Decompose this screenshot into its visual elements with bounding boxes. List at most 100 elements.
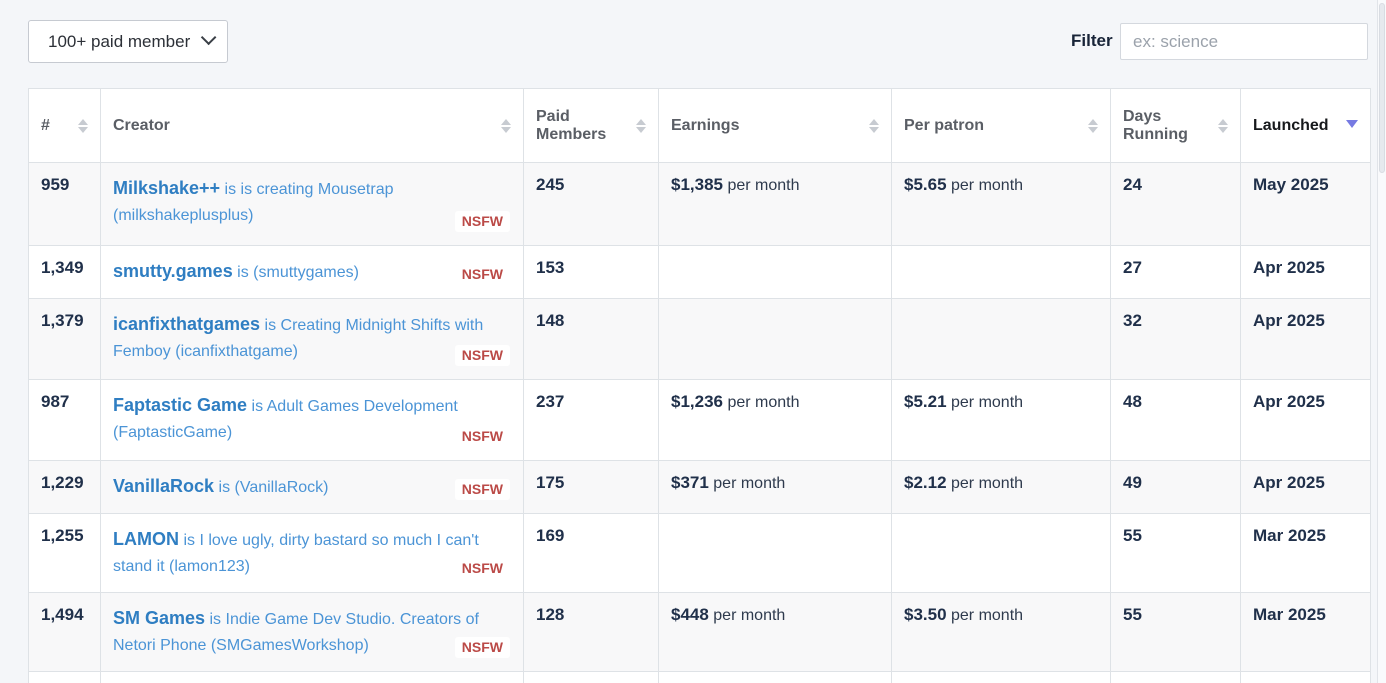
table-row: 959 Milkshake++ is is creating Mousetrap … <box>28 162 1371 246</box>
column-label: Paid Members <box>536 107 607 143</box>
per-patron-cell <box>891 513 1111 593</box>
creator-cell: Milkshake++ is is creating Mousetrap (mi… <box>100 162 524 246</box>
table-header: # Creator Paid Members Earnings Per patron Da… <box>28 88 1371 163</box>
column-label: Per patron <box>904 116 985 134</box>
paid-members-cell: 128 <box>523 592 659 672</box>
vertical-scrollbar[interactable] <box>1377 0 1386 683</box>
launched-cell: Mar 2025 <box>1240 513 1371 593</box>
column-header-rank[interactable]: # <box>28 88 101 163</box>
column-header-creator[interactable]: Creator <box>100 88 524 163</box>
launched-cell: Apr 2025 <box>1240 298 1371 380</box>
column-header-per-patron[interactable]: Per patron <box>891 88 1111 163</box>
table-row: 1,379 icanfixthatgames is Creating Midnig… <box>28 298 1371 380</box>
rank-cell: 1,229 <box>28 460 101 514</box>
per-patron-cell-suffix: per month <box>951 394 1024 411</box>
sort-both-icon <box>1218 118 1228 133</box>
rank-cell: 1,255 <box>28 513 101 593</box>
earnings-cell-amount: $371 <box>671 473 709 492</box>
column-header-paid-members[interactable]: Paid Members <box>523 88 659 163</box>
creator-description: is Adult Games Development (FaptasticGam… <box>113 398 458 441</box>
table-row-partial <box>28 671 1371 683</box>
per-patron-cell <box>891 298 1111 380</box>
creator-link[interactable]: LAMON is I love ugly, dirty bastard so m… <box>113 529 479 575</box>
launched-cell: May 2025 <box>1240 162 1371 246</box>
column-header-days-running[interactable]: Days Running <box>1110 88 1241 163</box>
empty-cell <box>1110 671 1241 683</box>
creator-cell: Faptastic Game is Adult Games Developmen… <box>100 379 524 461</box>
creator-cell: icanfixthatgames is Creating Midnight Sh… <box>100 298 524 380</box>
table-row: 987 Faptastic Game is Adult Games Develop… <box>28 379 1371 461</box>
per-patron-cell: $5.21 per month <box>891 379 1111 461</box>
per-patron-cell-suffix: per month <box>951 177 1024 194</box>
table-row: 1,494 SM Games is Indie Game Dev Studio. … <box>28 592 1371 672</box>
table-row: 1,229 VanillaRock is (VanillaRock) NSFW 175… <box>28 460 1371 514</box>
creator-description: is (smuttygames) <box>237 264 359 281</box>
creators-table: # Creator Paid Members Earnings Per patron Da… <box>28 88 1371 683</box>
per-patron-cell-amount: $2.12 <box>904 473 947 492</box>
sort-both-icon <box>78 118 88 133</box>
creator-link[interactable]: Milkshake++ is is creating Mousetrap (mi… <box>113 178 394 224</box>
creator-link[interactable]: smutty.games is (smuttygames) <box>113 261 359 281</box>
per-patron-cell-suffix: per month <box>951 607 1024 624</box>
nsfw-badge: NSFW <box>454 264 510 285</box>
scrollbar-thumb[interactable] <box>1379 3 1385 173</box>
per-patron-cell-amount: $3.50 <box>904 605 947 624</box>
days-running-cell: 55 <box>1110 513 1241 593</box>
per-patron-cell: $5.65 per month <box>891 162 1111 246</box>
creator-name: icanfixthatgames <box>113 314 261 334</box>
creator-name: smutty.games <box>113 261 233 281</box>
earnings-cell: $1,236 per month <box>658 379 892 461</box>
rank-cell: 987 <box>28 379 101 461</box>
earnings-cell-amount: $1,385 <box>671 175 723 194</box>
filter-input[interactable] <box>1120 23 1368 60</box>
paid-members-cell: 237 <box>523 379 659 461</box>
empty-cell <box>1240 671 1371 683</box>
rank-cell: 1,494 <box>28 592 101 672</box>
nsfw-badge: NSFW <box>454 479 510 500</box>
days-running-cell: 49 <box>1110 460 1241 514</box>
creator-name: VanillaRock <box>113 476 215 496</box>
earnings-cell-suffix: per month <box>727 177 800 194</box>
creator-description: is Indie Game Dev Studio. Creators of Ne… <box>113 611 479 654</box>
per-patron-cell: $3.50 per month <box>891 592 1111 672</box>
earnings-cell-amount: $448 <box>671 605 709 624</box>
empty-cell <box>658 671 892 683</box>
launched-cell: Apr 2025 <box>1240 460 1371 514</box>
creator-description: is (VanillaRock) <box>218 479 329 496</box>
creator-link[interactable]: Faptastic Game is Adult Games Developmen… <box>113 395 458 441</box>
creator-link[interactable]: icanfixthatgames is Creating Midnight Sh… <box>113 314 483 360</box>
column-header-earnings[interactable]: Earnings <box>658 88 892 163</box>
creator-name: SM Games <box>113 608 206 628</box>
nsfw-badge: NSFW <box>454 211 510 232</box>
earnings-cell: $371 per month <box>658 460 892 514</box>
creator-name: LAMON <box>113 529 179 549</box>
days-running-cell: 55 <box>1110 592 1241 672</box>
creators-table-container: # Creator Paid Members Earnings Per patron Da… <box>28 88 1371 683</box>
creator-name: Faptastic Game <box>113 395 248 415</box>
per-patron-cell-amount: $5.65 <box>904 175 947 194</box>
per-patron-cell <box>891 245 1111 299</box>
empty-cell <box>523 671 659 683</box>
table-row: 1,349 smutty.games is (smuttygames) NSFW 15… <box>28 245 1371 299</box>
filter-label: Filter <box>1071 31 1113 50</box>
paid-members-cell: 175 <box>523 460 659 514</box>
nsfw-badge: NSFW <box>454 558 510 579</box>
member-count-select[interactable]: 100+ paid member <box>28 20 228 63</box>
paid-members-cell: 148 <box>523 298 659 380</box>
empty-cell <box>100 671 524 683</box>
nsfw-badge: NSFW <box>454 345 510 366</box>
creator-link[interactable]: SM Games is Indie Game Dev Studio. Creat… <box>113 608 479 654</box>
creator-link[interactable]: VanillaRock is (VanillaRock) <box>113 476 329 496</box>
rank-cell: 1,379 <box>28 298 101 380</box>
earnings-cell <box>658 298 892 380</box>
earnings-cell-amount: $1,236 <box>671 392 723 411</box>
creator-name: Milkshake++ <box>113 178 221 198</box>
rank-cell: 1,349 <box>28 245 101 299</box>
per-patron-cell-amount: $5.21 <box>904 392 947 411</box>
chevron-down-icon <box>200 29 217 46</box>
sort-both-icon <box>869 118 879 133</box>
column-header-launched[interactable]: Launched <box>1240 88 1371 163</box>
creator-description: is is creating Mousetrap (milkshakeplusp… <box>113 181 394 224</box>
rank-cell: 959 <box>28 162 101 246</box>
